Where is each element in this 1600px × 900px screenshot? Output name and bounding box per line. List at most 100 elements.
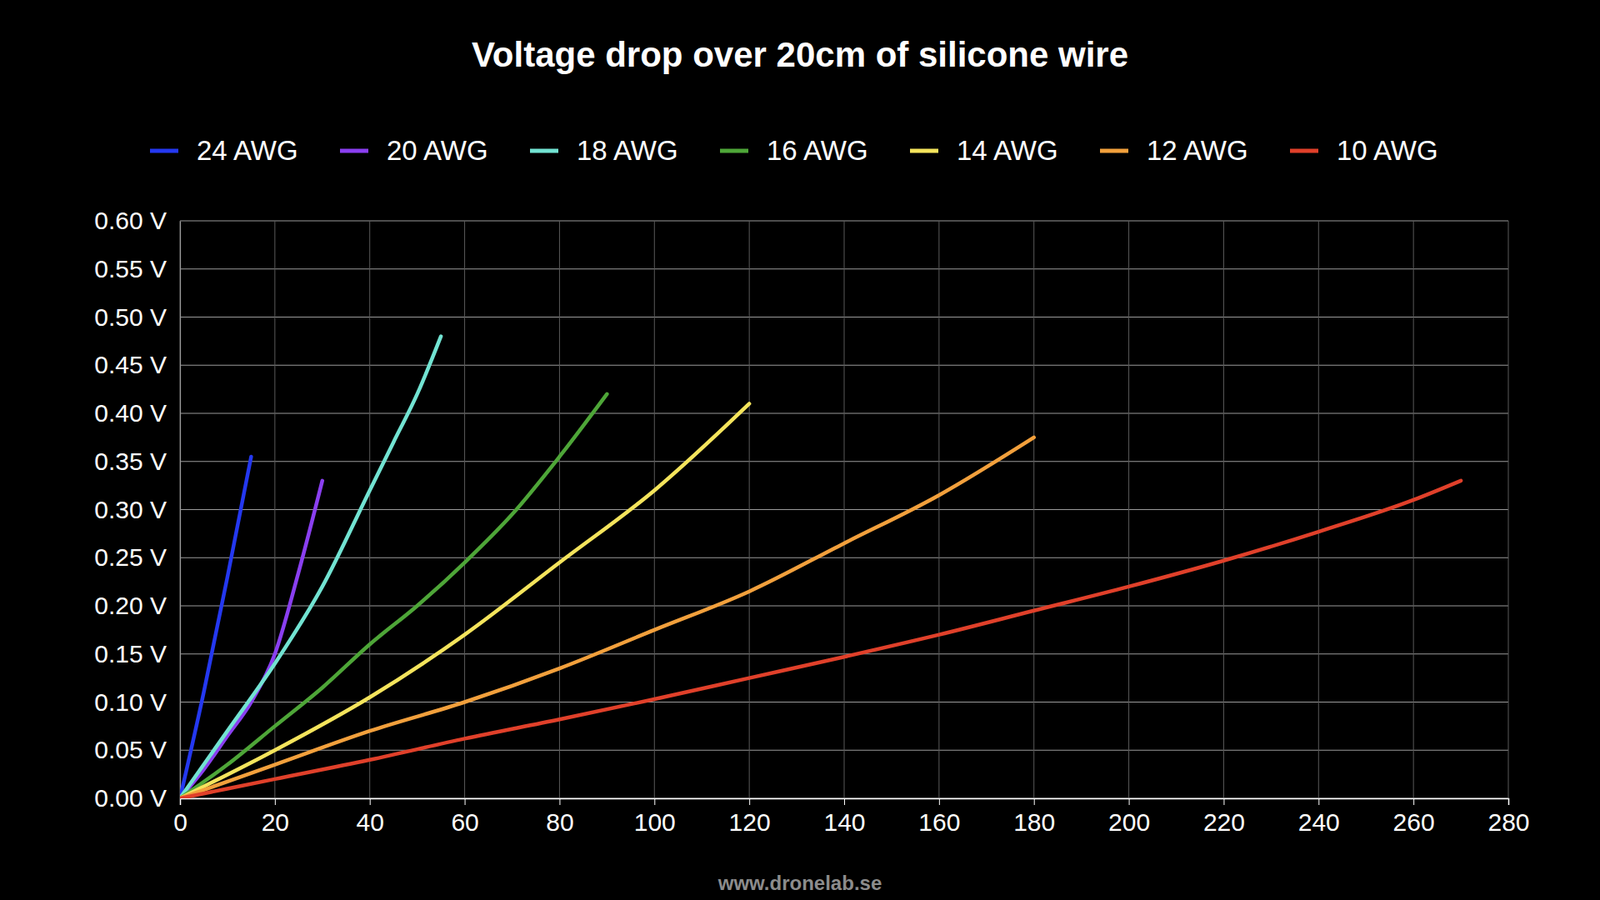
grid-line: [1223, 220, 1225, 799]
tick: 0.05 V: [94, 735, 180, 764]
grid-line: [559, 220, 560, 799]
grid-line: [938, 220, 940, 799]
tick-label: 0.55 V: [94, 255, 167, 283]
tick: 100: [634, 798, 676, 836]
tick-mark: [1318, 798, 1320, 805]
tick-mark: [559, 798, 560, 805]
tick-label: 20: [261, 808, 290, 836]
tick-label: 180: [1013, 808, 1055, 836]
tick: 240: [1298, 798, 1340, 836]
series-line: [180, 437, 1035, 799]
tick: 20: [261, 798, 290, 836]
legend-swatch: [150, 149, 179, 154]
tick-mark: [1129, 798, 1130, 805]
tick: 180: [1013, 798, 1055, 836]
tick: 0.50 V: [94, 303, 180, 331]
tick-label: 280: [1487, 808, 1530, 836]
tick-mark: [275, 798, 276, 805]
tick-mark: [749, 798, 750, 805]
tick-label: 0.50 V: [94, 303, 167, 331]
tick: 200: [1108, 798, 1150, 836]
tick: 0.00 V: [94, 784, 180, 812]
tick-mark: [180, 798, 181, 805]
grid-line: [274, 220, 275, 799]
series-line: [180, 394, 607, 799]
tick: 0.10 V: [94, 688, 180, 716]
legend: 24 AWG20 AWG18 AWG16 AWG14 AWG12 AWG10 A…: [150, 135, 1439, 166]
tick-mark: [939, 798, 940, 805]
grid-line: [844, 220, 845, 799]
legend-label: 18 AWG: [576, 135, 679, 166]
legend-swatch: [340, 149, 369, 154]
tick: 0.45 V: [94, 350, 180, 379]
legend-label: 24 AWG: [196, 135, 299, 166]
y-axis: 0.00 V 0.05 V 0.10 V 0.15 V 0.20 V 0.25 V 0.30…: [94, 206, 180, 812]
tick-mark: [844, 798, 845, 805]
tick: 0.15 V: [94, 640, 180, 668]
tick-label: 0.00 V: [94, 784, 167, 812]
tick-label: 0.20 V: [94, 591, 167, 620]
grid-line: [1318, 220, 1320, 799]
tick: 160: [918, 798, 960, 836]
background: [0, 0, 1600, 900]
tick-mark: [1413, 798, 1415, 805]
axis-line: [180, 221, 181, 800]
legend-label: 10 AWG: [1336, 135, 1439, 166]
tick-label: 120: [729, 808, 771, 836]
tick: 0.40 V: [94, 399, 180, 427]
tick-label: 0.25 V: [94, 543, 167, 571]
tick-label: 0.05 V: [94, 735, 167, 764]
tick-label: 240: [1298, 808, 1340, 836]
legend-swatch: [530, 149, 559, 154]
legend-label: 14 AWG: [956, 135, 1059, 166]
tick-mark: [1223, 798, 1225, 805]
tick: 0: [173, 798, 188, 836]
grid-line: [369, 220, 370, 799]
tick-label: 160: [918, 808, 960, 836]
legend-swatch: [910, 149, 939, 154]
axis-line: [180, 799, 1510, 806]
tick: 60: [450, 798, 479, 836]
tick-label: 0.35 V: [94, 447, 167, 475]
series-line: [180, 480, 1461, 799]
tick: 0.55 V: [94, 255, 180, 283]
grid-line: [749, 220, 750, 799]
legend-swatch: [1290, 149, 1319, 154]
tick-mark: [465, 798, 466, 805]
grid-line: [654, 220, 655, 799]
legend-swatch: [1100, 149, 1129, 154]
tick: 0.30 V: [94, 495, 180, 524]
tick: 120: [729, 798, 771, 836]
grid-line: [1033, 220, 1035, 799]
tick-mark: [1508, 798, 1510, 805]
legend-label: 12 AWG: [1146, 135, 1249, 166]
series-line: [180, 480, 323, 799]
tick: 220: [1203, 798, 1245, 836]
title: Voltage drop over 20cm of silicone wire: [471, 35, 1129, 75]
tick-mark: [1034, 798, 1035, 805]
tick-label: 100: [634, 808, 676, 836]
tick: 280: [1487, 798, 1530, 836]
tick: 0.60 V: [94, 206, 180, 235]
grid-line: [464, 220, 465, 799]
source: www.dronelab.se: [717, 871, 883, 895]
tick: 80: [545, 798, 574, 836]
grid-line: [1413, 220, 1415, 799]
tick-label: 80: [545, 808, 574, 836]
tick-mark: [654, 798, 655, 805]
tick-label: 0.30 V: [94, 495, 167, 524]
tick: 0.25 V: [94, 543, 180, 571]
legend-swatch: [720, 149, 749, 154]
tick-label: 0.45 V: [94, 350, 167, 379]
tick-label: 40: [356, 808, 385, 836]
grid-line: [1128, 220, 1130, 799]
grid: [180, 220, 1509, 799]
tick-label: 200: [1108, 808, 1150, 836]
tick-label: 0.60 V: [94, 206, 167, 235]
x-axis: 020406080100120140160180200220240260280: [173, 798, 1530, 836]
tick-label: 0.15 V: [94, 640, 167, 668]
tick: 0.20 V: [94, 591, 180, 620]
legend-label: 16 AWG: [766, 135, 869, 166]
grid-line: [1508, 220, 1510, 799]
tick-label: 60: [450, 808, 479, 836]
